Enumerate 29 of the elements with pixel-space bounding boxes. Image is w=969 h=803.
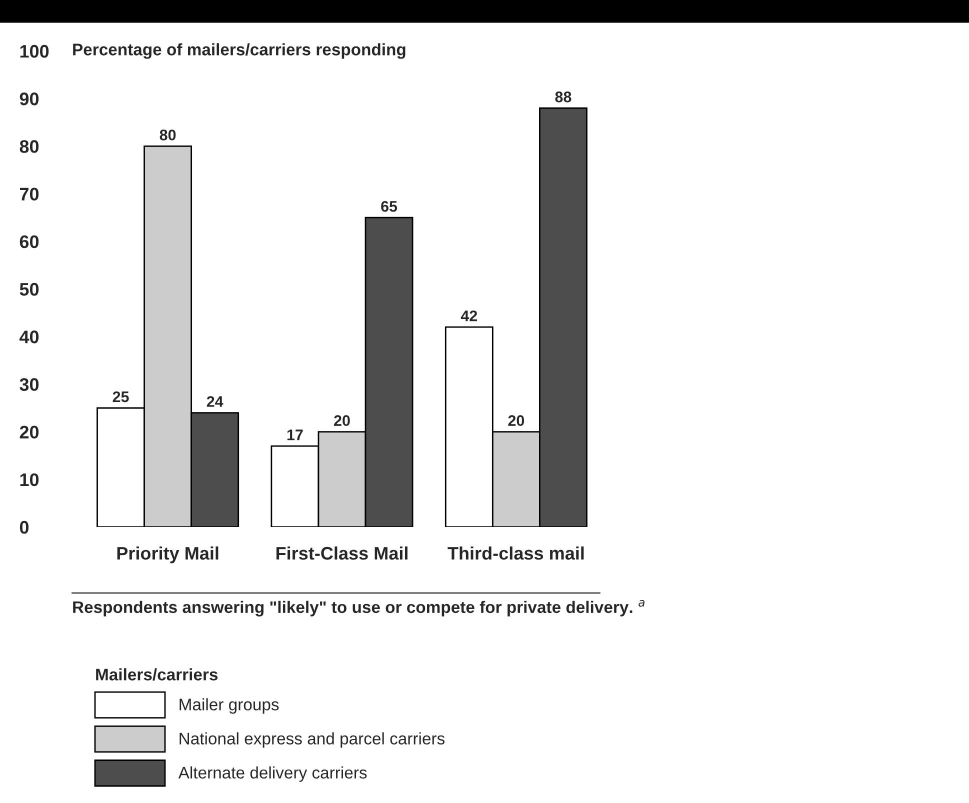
y-tick-label: 30 — [20, 378, 39, 391]
legend-title: Mailers/carriers — [96, 668, 218, 681]
data-label: 25 — [112, 391, 129, 402]
y-axis-title: Percentage of mailers/carriers responding — [73, 43, 406, 59]
legend-label: National express and parcel carriers — [180, 732, 445, 748]
x-tick-label: Third-class mail — [448, 546, 584, 560]
data-label: 20 — [508, 415, 524, 426]
data-label: 42 — [460, 310, 478, 322]
y-tick-label: 0 — [20, 520, 29, 534]
y-tick-label: 20 — [20, 426, 39, 439]
text: Respondents answering "likely" to use or compete for private delivery. $^{a}$ — [73, 600, 645, 616]
data-label: 65 — [381, 200, 398, 212]
y-tick-label: 40 — [19, 330, 39, 344]
x-tick-label: Priority Mail — [117, 546, 218, 564]
y-tick-label: 60 — [20, 235, 39, 248]
legend-label: Mailer groups — [180, 698, 279, 714]
y-tick-label: 50 — [20, 282, 39, 296]
legend-label: Alternate delivery carriers — [178, 766, 367, 782]
data-label: 17 — [287, 430, 303, 440]
data-label: 80 — [160, 130, 176, 140]
data-label: 24 — [206, 396, 224, 407]
data-label: 88 — [555, 92, 572, 102]
x-tick-label: First-Class Mail — [276, 546, 408, 560]
y-tick-label: 70 — [20, 188, 39, 201]
y-tick-label: 90 — [20, 92, 39, 106]
data-label: 20 — [334, 415, 350, 426]
y-tick-label: 80 — [20, 140, 39, 153]
y-tick-label: 100 — [20, 44, 49, 58]
y-tick-label: 10 — [20, 473, 39, 486]
